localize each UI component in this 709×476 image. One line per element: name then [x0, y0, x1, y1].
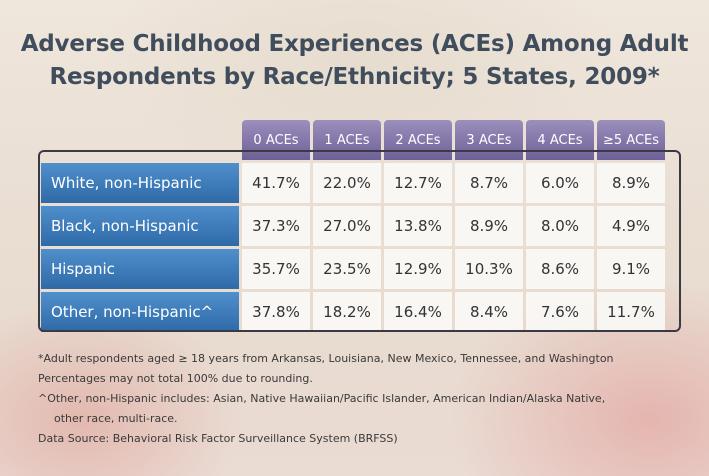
title: Adverse Childhood Experiences (ACEs) Amo… — [0, 28, 709, 94]
cell: 27.0% — [313, 206, 381, 246]
footnote: ^Other, non-Hispanic includes: Asian, Na… — [38, 389, 628, 429]
cell: 9.1% — [597, 249, 665, 289]
footnote: *Adult respondents aged ≥ 18 years from … — [38, 349, 628, 369]
cell: 35.7% — [242, 249, 310, 289]
column-header: ≥5 ACEs — [597, 120, 665, 160]
corner-cell — [41, 120, 239, 160]
column-header: 3 ACEs — [455, 120, 523, 160]
cell: 8.0% — [526, 206, 594, 246]
cell: 13.8% — [384, 206, 452, 246]
footnote: Percentages may not total 100% due to ro… — [38, 369, 628, 389]
footnote: Data Source: Behavioral Risk Factor Surv… — [38, 429, 628, 449]
cell: 12.9% — [384, 249, 452, 289]
cell: 6.0% — [526, 163, 594, 203]
cell: 10.3% — [455, 249, 523, 289]
row-label: Other, non-Hispanic^ — [41, 292, 239, 332]
cell: 16.4% — [384, 292, 452, 332]
row-label: Black, non-Hispanic — [41, 206, 239, 246]
cell: 37.3% — [242, 206, 310, 246]
table-row: Other, non-Hispanic^37.8%18.2%16.4%8.4%7… — [41, 292, 665, 332]
column-header: 4 ACEs — [526, 120, 594, 160]
row-label: White, non-Hispanic — [41, 163, 239, 203]
footnotes: *Adult respondents aged ≥ 18 years from … — [38, 349, 628, 449]
cell: 22.0% — [313, 163, 381, 203]
column-header: 0 ACEs — [242, 120, 310, 160]
cell: 23.5% — [313, 249, 381, 289]
cell: 8.6% — [526, 249, 594, 289]
cell: 8.9% — [455, 206, 523, 246]
cell: 7.6% — [526, 292, 594, 332]
cell: 18.2% — [313, 292, 381, 332]
title-line: Adverse Childhood Experiences (ACEs) Amo… — [0, 28, 709, 61]
column-header: 2 ACEs — [384, 120, 452, 160]
cell: 8.9% — [597, 163, 665, 203]
title-line: Respondents by Race/Ethnicity; 5 States,… — [0, 61, 709, 94]
row-label: Hispanic — [41, 249, 239, 289]
cell: 4.9% — [597, 206, 665, 246]
cell: 37.8% — [242, 292, 310, 332]
cell: 41.7% — [242, 163, 310, 203]
slide: Adverse Childhood Experiences (ACEs) Amo… — [0, 0, 709, 476]
cell: 8.4% — [455, 292, 523, 332]
cell: 11.7% — [597, 292, 665, 332]
column-header: 1 ACEs — [313, 120, 381, 160]
cell: 8.7% — [455, 163, 523, 203]
cell: 12.7% — [384, 163, 452, 203]
